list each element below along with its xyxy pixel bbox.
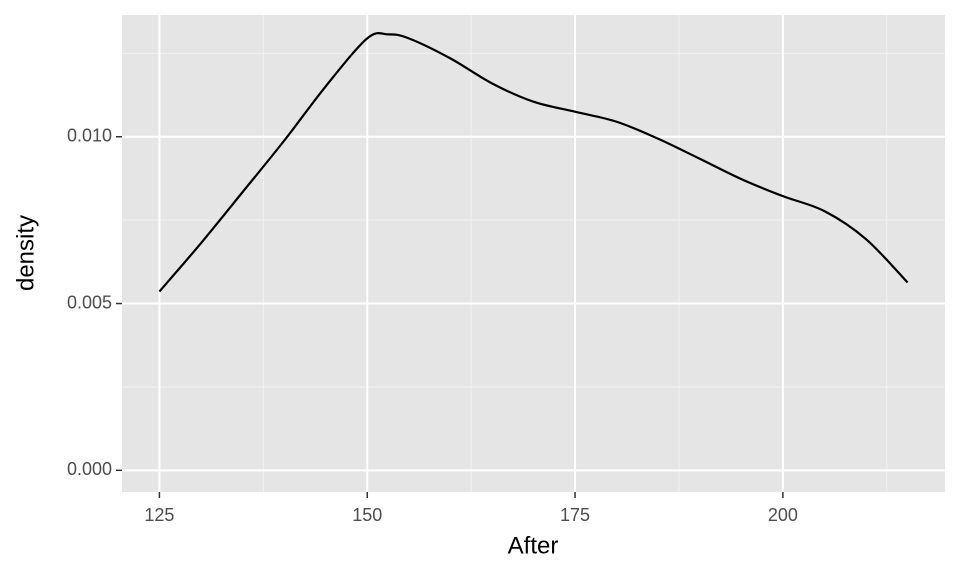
y-tick-label: 0.000 <box>67 459 112 479</box>
x-tick-label: 200 <box>768 505 798 525</box>
panel <box>122 15 945 492</box>
x-axis-title: After <box>508 532 559 559</box>
y-tick-label: 0.005 <box>67 292 112 312</box>
x-tick-label: 150 <box>352 505 382 525</box>
y-axis-title: density <box>12 215 39 291</box>
x-tick-label: 175 <box>560 505 590 525</box>
density-line <box>158 31 909 293</box>
y-tick-label: 0.010 <box>67 126 112 146</box>
x-tick-label: 125 <box>144 505 174 525</box>
